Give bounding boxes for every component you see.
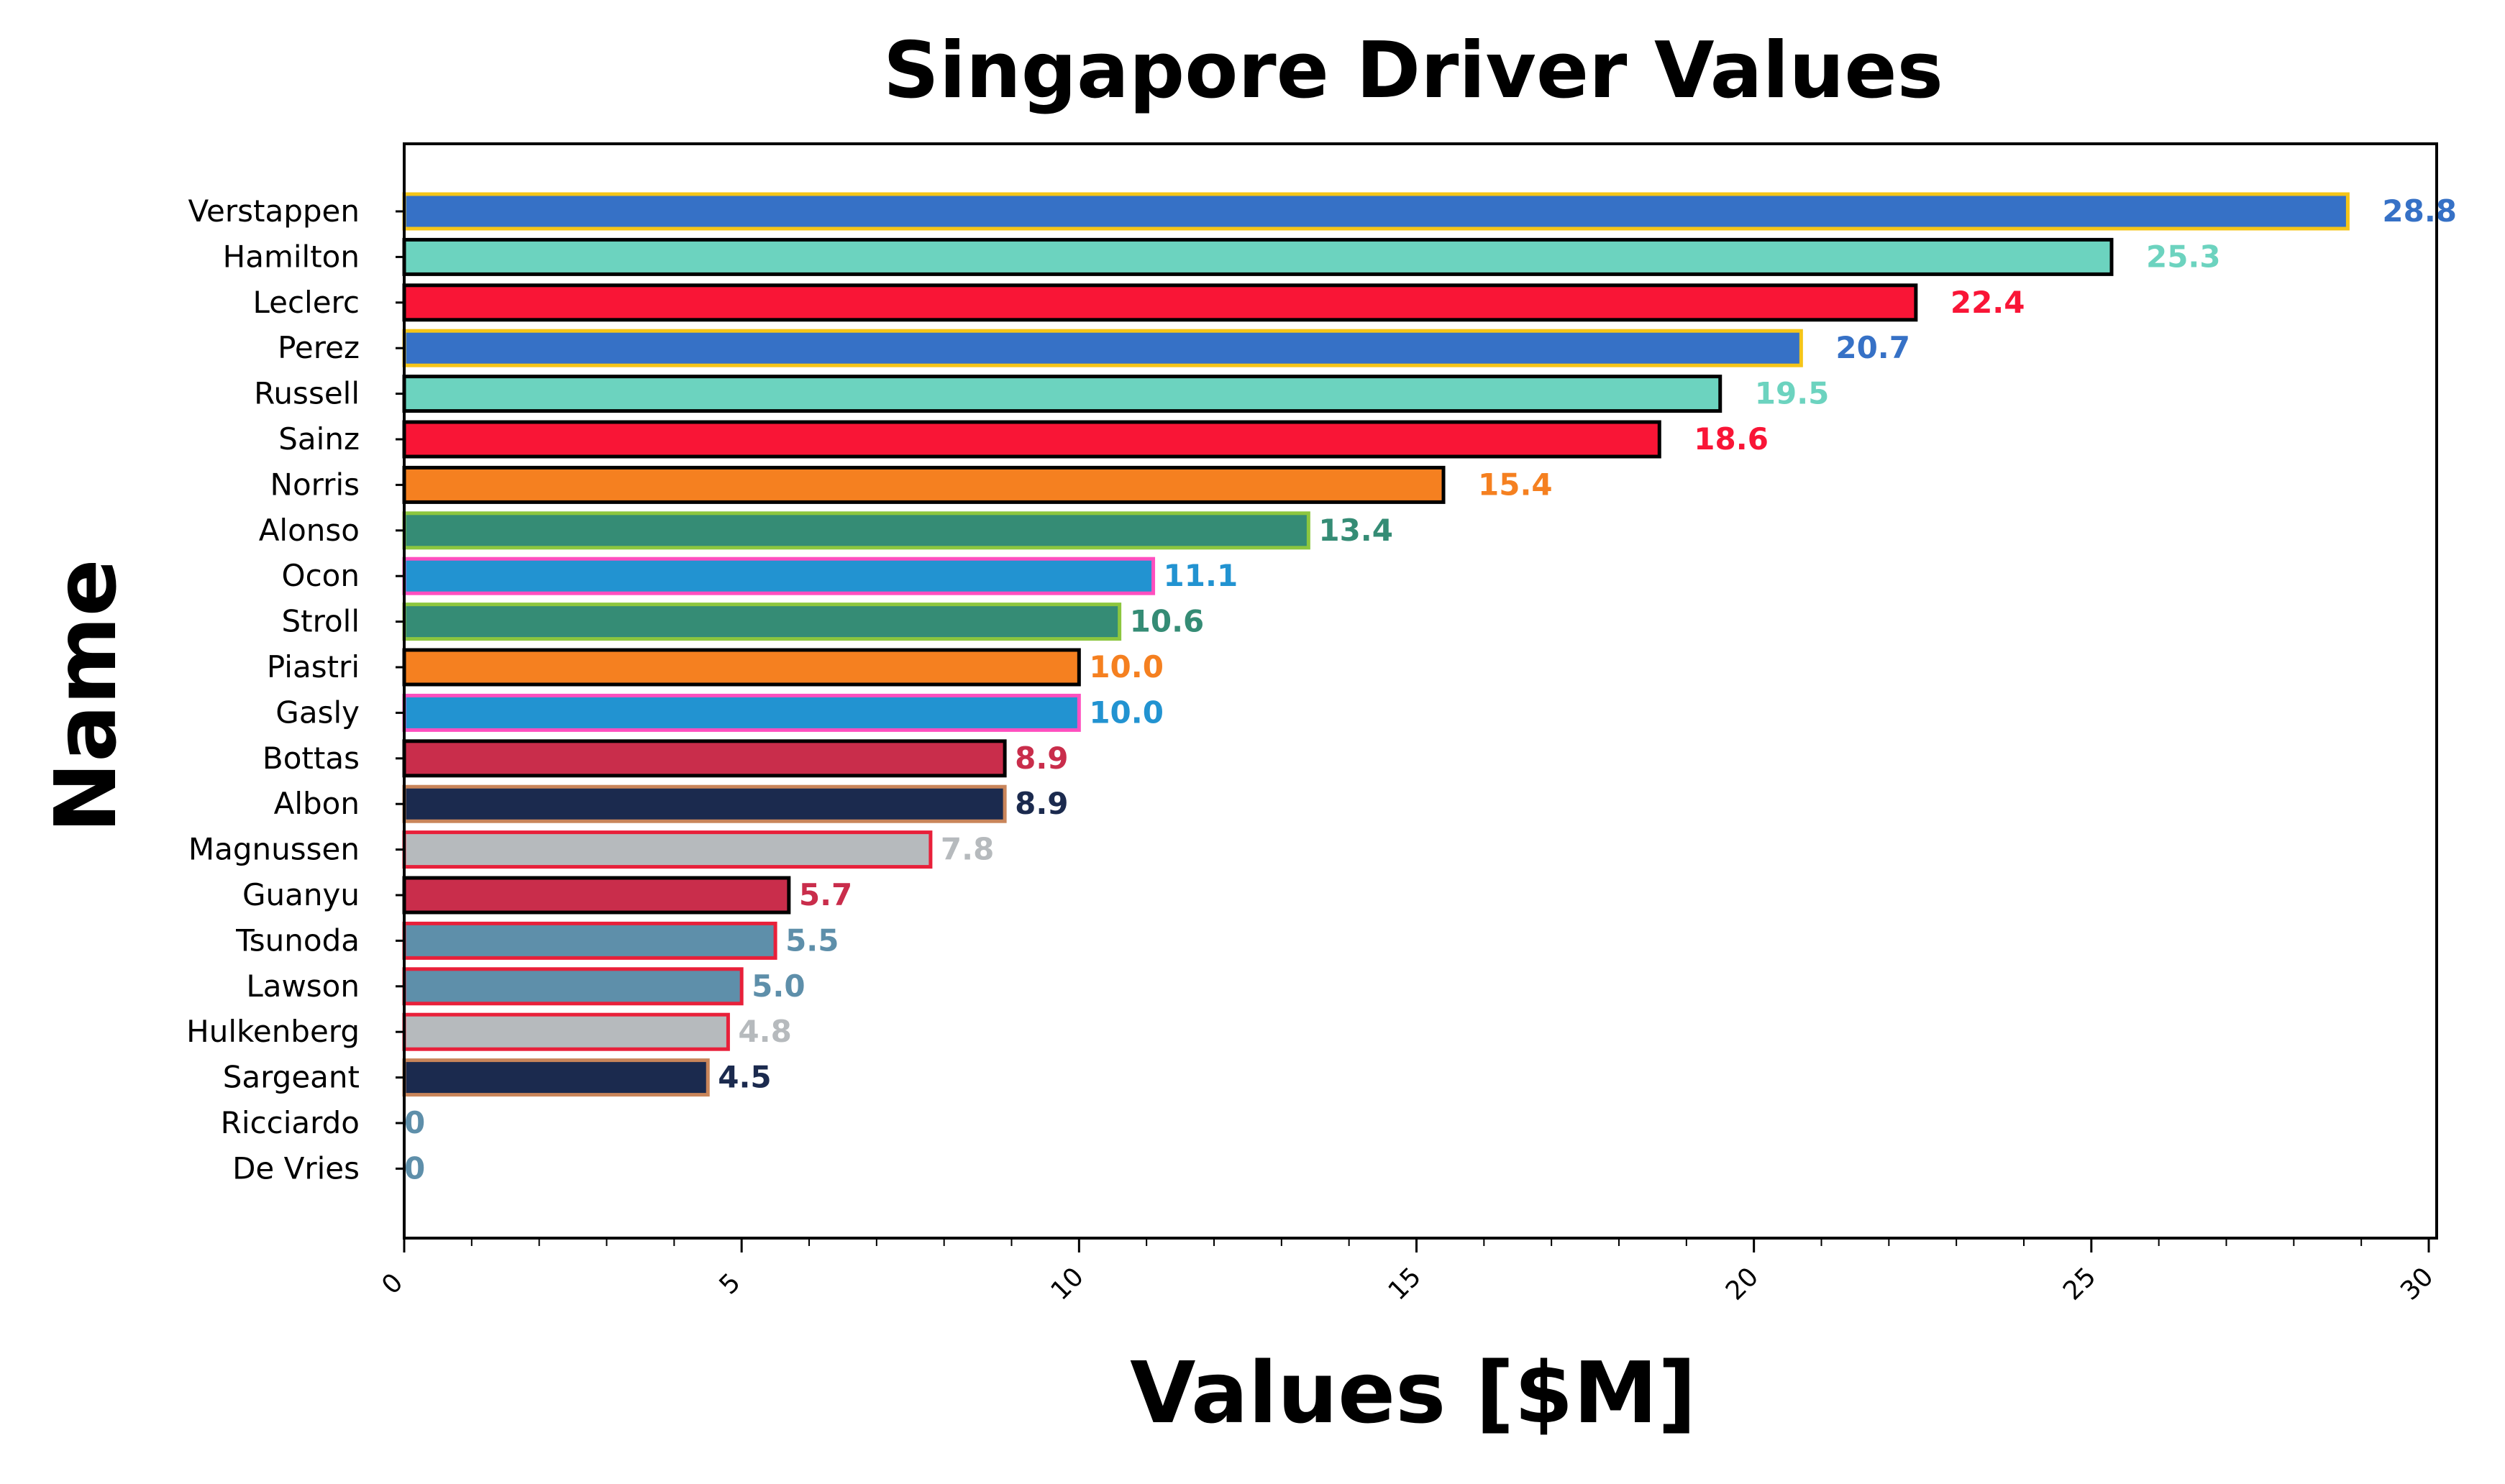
chart-title: Singapore Driver Values — [883, 26, 1943, 116]
data-label: 4.5 — [718, 1060, 771, 1095]
bar-albon — [402, 784, 1007, 823]
x-tick-label: 20 — [1720, 1262, 1764, 1306]
y-tick-label: Ricciardo — [221, 1105, 360, 1140]
y-tick-label: Piastri — [267, 649, 360, 684]
data-label: 5.5 — [785, 922, 839, 958]
x-tick-label: 10 — [1046, 1262, 1090, 1306]
data-label: 8.9 — [1015, 786, 1068, 821]
y-tick-label: Hamilton — [223, 239, 360, 274]
data-label: 10.0 — [1089, 695, 1164, 730]
y-tick-label: Leclerc — [252, 285, 360, 320]
data-label: 0 — [404, 1105, 425, 1140]
y-tick-label: Gasly — [275, 695, 360, 730]
data-label: 5.7 — [799, 877, 852, 912]
data-label: 10.6 — [1130, 604, 1205, 639]
bar-stroll — [402, 603, 1122, 641]
bar-magnussen — [402, 830, 933, 869]
data-label: 15.4 — [1478, 467, 1553, 502]
bar-sainz — [402, 420, 1661, 459]
bar-ocon — [402, 556, 1156, 595]
bar-alonso — [402, 511, 1310, 550]
y-tick-label: Tsunoda — [235, 922, 360, 958]
y-axis-label: Name — [36, 559, 135, 833]
bar-leclerc — [402, 283, 1918, 322]
x-tick-label: 15 — [1383, 1262, 1427, 1306]
y-tick-label: Alonso — [259, 513, 360, 548]
bars-layer — [402, 192, 2350, 1097]
y-tick-label: Bottas — [263, 741, 360, 776]
y-tick-label: Lawson — [246, 968, 360, 1004]
data-label: 20.7 — [1835, 330, 1910, 365]
data-label: 19.5 — [1755, 376, 1830, 411]
x-tick-label: 25 — [2058, 1262, 2102, 1306]
data-label: 25.3 — [2146, 239, 2221, 274]
data-label: 7.8 — [941, 832, 994, 867]
data-label: 8.9 — [1015, 741, 1068, 776]
y-tick-label: Verstappen — [188, 193, 360, 229]
y-tick-label: De Vries — [232, 1150, 360, 1186]
bar-bottas — [402, 739, 1007, 778]
y-tick-label: Ocon — [282, 558, 360, 593]
y-tick-label: Albon — [274, 786, 360, 821]
data-label: 13.4 — [1318, 513, 1393, 548]
bar-hamilton — [402, 237, 2114, 276]
bar-verstappen — [402, 192, 2350, 231]
x-tick-label: 30 — [2395, 1262, 2439, 1306]
data-label: 11.1 — [1164, 558, 1238, 593]
bar-russell — [402, 375, 1723, 413]
bar-lawson — [402, 967, 744, 1006]
y-tick-label: Sargeant — [223, 1060, 360, 1095]
data-label: 5.0 — [752, 968, 805, 1004]
data-label: 28.8 — [2382, 193, 2457, 229]
y-tick-label: Stroll — [281, 604, 360, 639]
data-label: 4.8 — [738, 1014, 791, 1049]
data-labels-layer: 28.8 25.3 22.4 20.719.5 18.6 15.4 13.4 11.1 10.6… — [404, 193, 2457, 1186]
x-tick-label: 5 — [713, 1268, 746, 1300]
bar-piastri — [402, 648, 1081, 687]
bar-norris — [402, 465, 1446, 504]
y-tick-label: Hulkenberg — [186, 1014, 360, 1049]
data-label: 10.0 — [1089, 649, 1164, 684]
y-tick-label: Norris — [270, 467, 360, 502]
bar-gasly — [402, 693, 1081, 732]
bar-hulkenberg — [402, 1012, 730, 1051]
bar-sargeant — [402, 1058, 710, 1097]
data-label: 0 — [404, 1150, 425, 1186]
y-tick-label: Russell — [254, 376, 360, 411]
bar-perez — [402, 329, 1803, 367]
y-tick-label: Magnussen — [188, 832, 360, 867]
plot-area-frame — [403, 142, 2438, 1240]
y-tick-label: Perez — [278, 330, 360, 365]
y-tick-label: Sainz — [278, 421, 360, 457]
data-label: 18.6 — [1694, 421, 1769, 457]
y-tick-label: Guanyu — [242, 877, 360, 912]
x-tick-label: 0 — [376, 1268, 409, 1300]
bar-tsunoda — [402, 921, 777, 960]
x-axis-label: Values [$M] — [1130, 1343, 1697, 1442]
data-label: 22.4 — [1950, 285, 2025, 320]
bar-guanyu — [402, 876, 791, 915]
